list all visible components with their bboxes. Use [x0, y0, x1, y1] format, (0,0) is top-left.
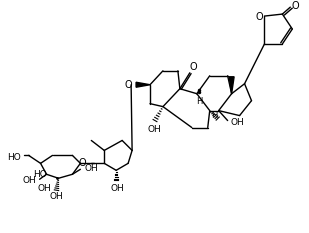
Text: O: O	[291, 1, 299, 11]
Text: OH: OH	[110, 184, 124, 193]
Polygon shape	[136, 82, 150, 87]
Text: H: H	[212, 111, 218, 120]
Polygon shape	[229, 77, 234, 94]
Text: OH: OH	[23, 176, 36, 185]
Text: O: O	[190, 62, 198, 72]
Text: OH: OH	[50, 192, 63, 201]
Text: OH: OH	[147, 125, 161, 134]
Text: O: O	[256, 12, 263, 22]
Text: HO: HO	[33, 170, 47, 179]
Text: O: O	[79, 158, 86, 168]
Text: OH: OH	[38, 184, 51, 193]
Text: OH: OH	[231, 118, 244, 127]
Text: H: H	[197, 97, 203, 106]
Text: HO: HO	[7, 153, 21, 162]
Text: O: O	[125, 80, 132, 90]
Text: OH: OH	[84, 164, 98, 173]
